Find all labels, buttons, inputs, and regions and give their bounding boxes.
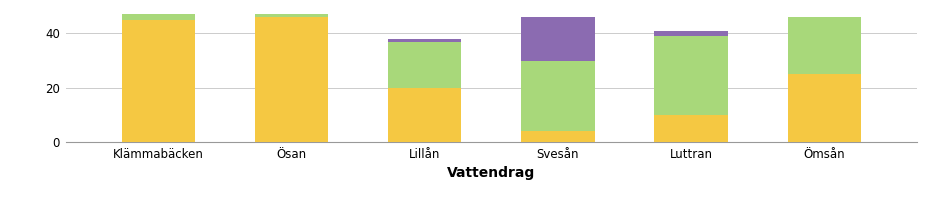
Bar [521, 61, 594, 131]
Bar [388, 42, 461, 88]
Bar [256, 14, 329, 17]
Bar [388, 88, 461, 142]
Bar [654, 115, 727, 142]
Bar [521, 17, 594, 61]
Bar [787, 17, 861, 74]
Bar [256, 17, 329, 142]
X-axis label: Vattendrag: Vattendrag [447, 166, 535, 180]
Bar [654, 31, 727, 36]
Bar [787, 74, 861, 142]
Bar [654, 36, 727, 115]
Bar [388, 39, 461, 42]
Bar [521, 131, 594, 142]
Bar [122, 14, 196, 20]
Bar [122, 20, 196, 142]
